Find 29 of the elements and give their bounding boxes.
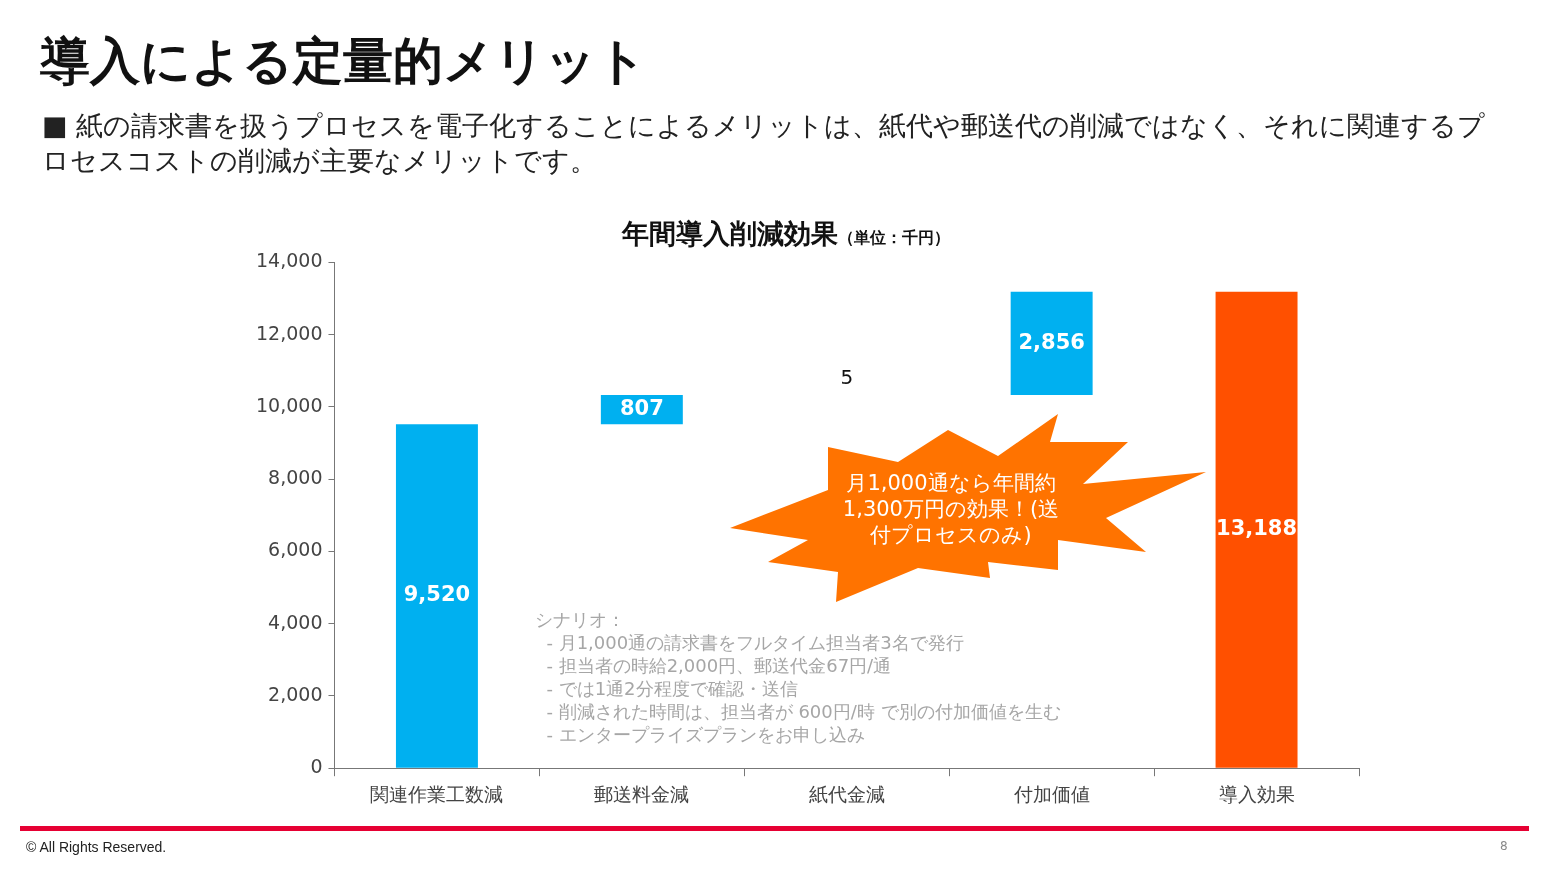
y-tick-label: 14,000 (256, 249, 323, 272)
y-tick-label: 6,000 (268, 538, 323, 561)
data-label: 2,856 (1018, 329, 1085, 354)
bar (395, 424, 478, 768)
chart-title: 年間導入削減効果 (621, 218, 838, 249)
y-tick-label: 4,000 (268, 610, 323, 633)
text: 導入による定量的メリット (40, 31, 647, 92)
x-tick-label: 郵送料金減 (594, 782, 690, 805)
annotation: シナリオ： - 月1,000通の請求書をフルタイム担当者3名で発行 - 担当者の時給2,000円、郵送代金67円/通 - では1通2分程度で確認・送信 - 削減された時間は、担当者が 600円/時 で別の付加価値を生む - エンタープライズプランをお申し込み (535, 608, 1061, 746)
x-tick-label: 紙代金減 (808, 782, 885, 805)
text: © All Rights Reserved. (26, 839, 167, 855)
y-tick-label: 8,000 (268, 466, 323, 489)
y-tick-label: 12,000 (256, 321, 323, 344)
text: ■ 紙の請求書を扱うプロセスを電子化することによるメリットは、紙代や郵送代の削減ではなく、それに関連するプロセスコストの削減が主要なメリットです。 (42, 109, 1487, 178)
data-label: 5 (840, 365, 854, 390)
data-label: 9,520 (403, 582, 471, 607)
x-tick-label: 付加価値 (1012, 782, 1090, 805)
data-label: 13,188 (1216, 516, 1298, 541)
bar (1010, 291, 1093, 395)
y-tick-label: 2,000 (268, 682, 323, 705)
y-tick-label: 0 (310, 755, 323, 778)
chart-subtitle: （単位：千円） (837, 228, 950, 247)
y-tick-label: 10,000 (256, 393, 323, 416)
bar (1215, 291, 1298, 768)
annotation: 月1,000通なら年間約1,300万円の効果！(送付プロセスのみ) (841, 470, 1061, 548)
x-tick-label: 導入効果 (1218, 782, 1295, 805)
text: 8 (1500, 839, 1508, 853)
x-tick-label: 関連作業工数減 (370, 782, 504, 805)
data-label: 807 (619, 396, 664, 421)
